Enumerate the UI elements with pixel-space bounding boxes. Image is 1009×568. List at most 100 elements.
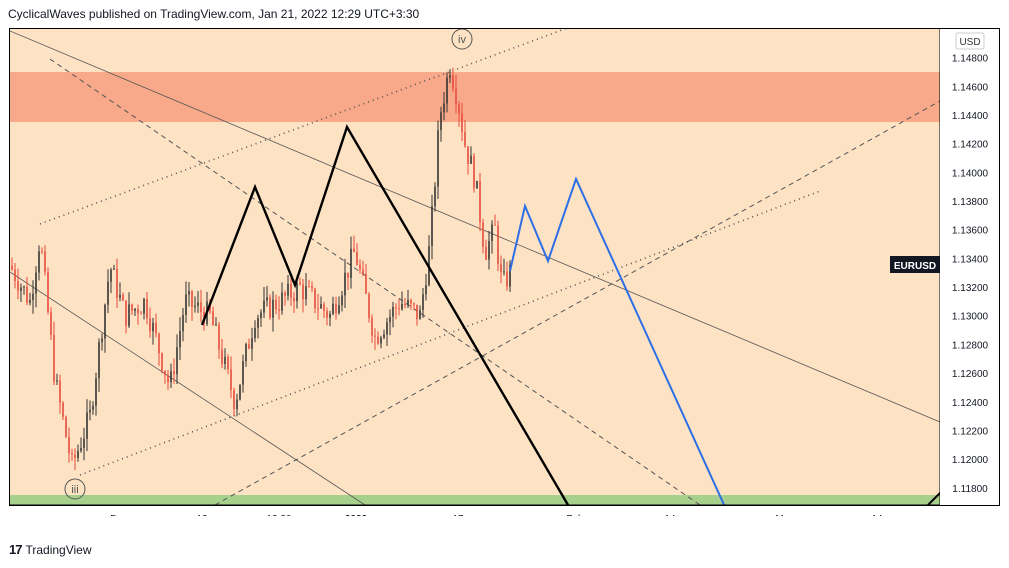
candle-body [395,307,397,309]
footer: 17 TradingView [9,542,92,557]
candle-body [11,265,13,270]
price-tick-label: 1.11800 [952,484,988,495]
time-tick-label: 17 [452,514,464,516]
candle-body [308,286,310,288]
time-tick-label: Feb [566,514,584,516]
candle-body [344,272,346,296]
candle-body [338,305,340,314]
candle-body [416,304,418,320]
symbol-label: EURUSD [894,261,936,272]
candle-body [437,130,439,187]
candle-body [197,302,199,306]
candle-body [71,453,73,455]
candle-body [35,272,37,294]
candle-body [38,251,40,273]
candle-body [80,447,82,451]
candle-body [326,310,328,318]
candle-body [404,303,406,306]
candle-body [86,412,88,439]
candle-body [374,335,376,337]
candle-body [431,206,433,247]
candle-body [131,304,133,311]
price-tick-label: 1.12800 [952,340,989,351]
time-tick-label: Dec [110,514,128,516]
candle-body [68,437,70,454]
candle-body [302,284,304,300]
candle-body [278,309,280,311]
candle-body [506,271,508,287]
candle-body [26,286,28,303]
candle-body [386,322,388,335]
price-tick-label: 1.14600 [952,82,989,93]
candle-body [164,370,166,376]
wave-label-iii: iii [64,478,86,500]
candle-body [134,308,136,311]
candle-body [485,246,487,260]
candle-body [407,299,409,306]
currency-badge [955,32,985,50]
candle-body [299,282,301,285]
price-ticks: 1.14800 1.14600 1.14400 1.14200 1.14000 1.138… [952,54,989,495]
price-chart[interactable]: iv iii USD 1.148001.146001.144001.142001… [10,29,1000,506]
candle-body [221,349,223,364]
candle-body [170,371,172,383]
candle-body [248,344,250,349]
candle-body [233,390,235,410]
candle-body [341,295,343,306]
candle-body [95,378,97,406]
candle-body [449,75,451,78]
candle-body [380,337,382,344]
price-tick-label: 1.13000 [952,312,989,323]
candle-body [476,181,478,189]
candle-body [23,286,25,288]
candle-body [275,299,277,310]
chart-area[interactable]: iv iii USD 1.14800 1.14600 1.14400 1.14200 1… [9,28,1000,506]
candle-body [191,291,193,307]
price-axis[interactable] [940,29,1000,506]
candle-body [155,322,157,334]
candle-body [92,405,94,410]
candle-body [53,334,55,382]
candle-body [356,251,358,265]
candle-body [107,281,109,305]
candle-body [101,338,103,343]
candle-body [227,356,229,370]
candle-body [56,380,58,382]
candle-body [425,285,427,295]
candle-body [260,312,262,319]
candle-body [332,303,334,314]
price-tick-label: 1.14000 [952,168,989,179]
candle-body [104,304,106,339]
wave-label-iv: iv [451,29,473,50]
candle-body [389,316,391,323]
candle-body [365,274,367,294]
support-zone [10,495,940,505]
candle-body [173,371,175,375]
projection-path-line [509,176,726,505]
candle-body [32,293,34,300]
candle-body [293,297,295,302]
candle-body [128,304,130,326]
candle-body [212,311,214,326]
price-tick-label: 1.13800 [952,197,989,208]
candle-body [359,264,361,270]
candle-body [62,402,64,417]
candle-body [113,268,115,270]
candle-body [224,356,226,364]
candle-body [509,265,511,287]
symbol-badge [890,256,940,273]
svg-text:iv: iv [458,34,466,46]
candle-body [368,293,370,319]
candle-body [272,299,274,318]
time-tick-label: 14 [664,514,676,516]
candle-body [494,224,496,226]
upper-channel-line [10,30,941,423]
candle-body [362,269,364,275]
candle-body [41,251,43,253]
resistance-zone [10,72,940,122]
candle-body [194,305,196,307]
candle-body [176,347,178,375]
currency-label: USD [959,37,980,48]
candle-body [179,331,181,348]
candle-body [443,103,445,113]
